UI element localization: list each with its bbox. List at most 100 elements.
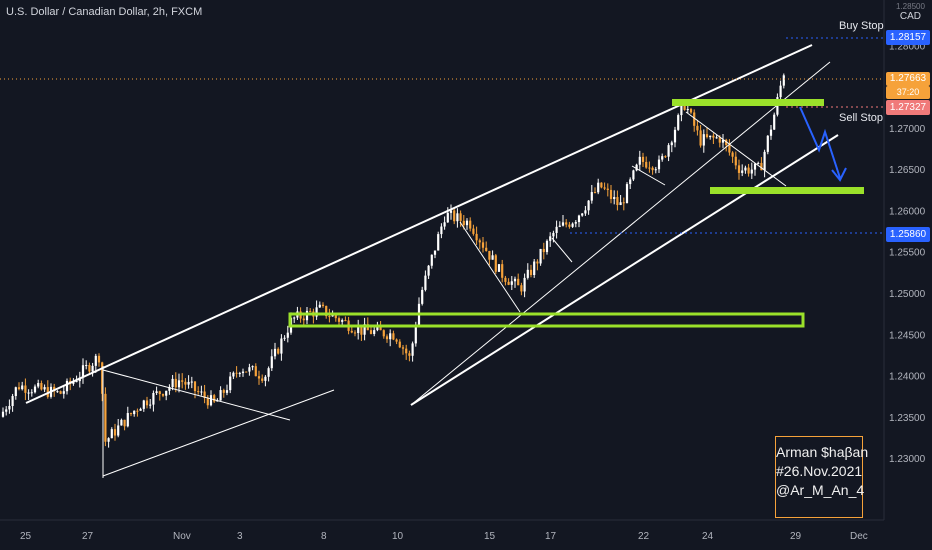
- candle-body: [533, 261, 536, 276]
- pullback-line-1: [459, 221, 521, 313]
- candle-body: [149, 404, 152, 406]
- candle-body: [574, 222, 577, 224]
- candle-body: [213, 395, 216, 402]
- candle-body: [747, 167, 750, 174]
- y-tick-label: 1.23500: [889, 413, 926, 424]
- candle-body: [305, 310, 309, 321]
- candle-body: [401, 347, 405, 349]
- candle-body: [465, 220, 469, 226]
- candle-body: [168, 387, 171, 391]
- candle-body: [11, 396, 14, 407]
- candle-body: [360, 326, 363, 335]
- candle-body: [197, 391, 200, 393]
- candle-body: [456, 213, 459, 222]
- candle-body: [491, 255, 494, 260]
- pullback-line-2: [551, 237, 573, 263]
- candle-body: [725, 139, 728, 146]
- candle-body: [683, 105, 686, 110]
- candle-body: [430, 254, 433, 266]
- currency-label: 1.28500 CAD: [896, 2, 925, 22]
- y-tick-label: 1.25000: [889, 289, 926, 300]
- candle-body: [254, 366, 257, 377]
- candle-body: [392, 333, 395, 340]
- candle-body: [654, 169, 657, 171]
- candle-body: [187, 381, 190, 385]
- candle-body: [270, 356, 273, 369]
- candle-body: [600, 182, 603, 188]
- candle-body: [459, 213, 462, 221]
- candle-body: [107, 438, 110, 442]
- signature-name: Arman $haβan: [776, 444, 869, 460]
- candle-body: [629, 179, 632, 185]
- candle-body: [670, 142, 673, 146]
- candle-body: [280, 338, 283, 354]
- x-tick-label: 10: [392, 531, 404, 542]
- candle-body: [334, 314, 337, 319]
- candle-body: [693, 112, 696, 126]
- candle-body: [449, 210, 453, 213]
- candle-body: [152, 392, 155, 405]
- x-tick-label: 29: [790, 531, 802, 542]
- candle-body: [209, 395, 213, 406]
- candle-body: [664, 156, 667, 158]
- candle-body: [741, 170, 744, 173]
- candle-body: [545, 240, 549, 253]
- candle-body: [619, 202, 622, 206]
- candle-body: [577, 215, 581, 223]
- candle-body: [651, 167, 654, 171]
- chart-title: U.S. Dollar / Canadian Dollar, 2h, FXCM: [6, 6, 203, 18]
- candle-body: [8, 406, 11, 410]
- candle-body: [232, 372, 235, 377]
- candle-body: [673, 129, 677, 143]
- candle-body: [472, 228, 475, 234]
- candle-body: [177, 380, 181, 388]
- candle-body: [65, 380, 69, 392]
- candle-body: [558, 225, 561, 227]
- candle-body: [677, 115, 680, 130]
- candle-body: [424, 275, 427, 290]
- candle-body: [245, 371, 248, 373]
- candle-body: [104, 393, 107, 442]
- candle-body: [571, 223, 574, 227]
- x-tick-label: Nov: [173, 531, 191, 542]
- breakout-zone: [288, 312, 805, 328]
- candle-body: [238, 373, 241, 375]
- candle-body: [773, 114, 776, 130]
- candle-body: [315, 307, 318, 317]
- candle-body: [469, 220, 472, 229]
- candle-body: [379, 326, 382, 331]
- candle-body: [363, 324, 366, 335]
- candle-body: [513, 278, 517, 282]
- candle-body: [590, 192, 593, 201]
- candle-body: [517, 278, 520, 286]
- candle-body: [261, 378, 264, 381]
- candle-body: [283, 337, 286, 339]
- candle-body: [75, 381, 78, 383]
- candle-body: [129, 413, 133, 415]
- candle-body: [497, 264, 501, 272]
- candle-body: [56, 391, 59, 393]
- candle-body: [14, 387, 17, 397]
- candle-body: [241, 371, 245, 374]
- candle-body: [395, 339, 398, 342]
- candle-body: [446, 212, 449, 223]
- currency-code: CAD: [899, 11, 922, 22]
- x-tick-label: 22: [638, 531, 650, 542]
- candle-body: [145, 400, 149, 406]
- candle-body: [62, 391, 65, 394]
- y-tick-label: 1.25500: [889, 248, 926, 259]
- candle-body: [632, 170, 635, 180]
- candle-body: [539, 248, 542, 264]
- candle-body: [277, 348, 280, 354]
- candle-body: [369, 330, 373, 334]
- candle-body: [433, 250, 437, 255]
- candle-body: [718, 137, 721, 143]
- candle-body: [235, 372, 238, 374]
- candle-body: [165, 390, 168, 396]
- x-tick-label: 25: [20, 531, 32, 542]
- candle-body: [53, 386, 56, 392]
- candle-body: [536, 261, 539, 264]
- current-price-badge: 1.27663: [886, 72, 930, 86]
- candle-body: [520, 285, 523, 292]
